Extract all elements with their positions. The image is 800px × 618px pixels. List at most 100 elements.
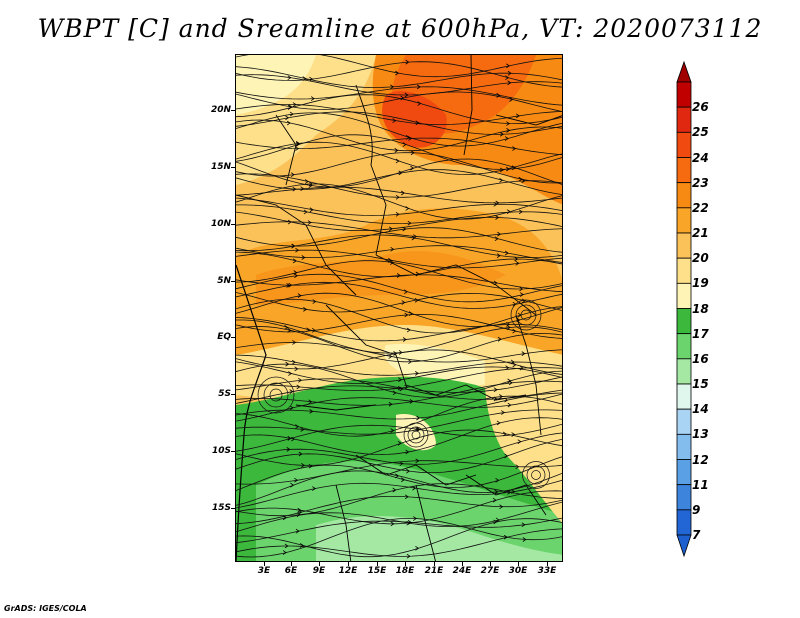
- colorbar-swatch: [676, 81, 692, 108]
- streamline-arrow: [289, 405, 294, 411]
- streamline-arrow: [512, 328, 517, 334]
- colorbar-swatch: [676, 207, 692, 234]
- streamline-arrow: [297, 293, 302, 298]
- streamline-arrow: [408, 136, 413, 141]
- lat-tick: [231, 281, 236, 282]
- streamline-arrow: [295, 247, 300, 253]
- streamline-arrow: [416, 84, 421, 90]
- streamline-arrow: [414, 297, 419, 303]
- streamline-arrow: [292, 340, 297, 345]
- lon-tick: [547, 561, 548, 566]
- streamline-arrow: [506, 325, 511, 330]
- streamline-arrow: [288, 371, 293, 376]
- streamline-arrow: [394, 148, 399, 153]
- streamline-arrow: [308, 463, 313, 469]
- streamline-arrow: [301, 255, 306, 260]
- streamline-arrow: [303, 307, 308, 312]
- streamline-arrow: [396, 273, 401, 278]
- streamline-arrow: [390, 246, 395, 252]
- streamline-arrow: [511, 432, 516, 437]
- streamline-arrow: [294, 366, 299, 372]
- streamline-arrow: [295, 528, 300, 534]
- streamline: [236, 517, 562, 544]
- streamline-arrow: [512, 362, 517, 368]
- streamline-arrow: [515, 113, 520, 119]
- colorbar-swatch: [676, 509, 692, 536]
- streamline-arrow: [405, 206, 410, 211]
- streamline-arrow: [505, 166, 510, 172]
- streamline-arrow: [410, 150, 415, 156]
- streamline-arrow: [411, 235, 416, 241]
- streamline: [236, 417, 562, 456]
- streamline: [236, 249, 562, 269]
- streamline-arrow: [415, 271, 420, 277]
- streamline-arrow: [504, 136, 509, 141]
- streamline-arrow: [289, 111, 294, 117]
- streamline-arrow: [493, 201, 498, 207]
- streamline: [236, 158, 562, 188]
- streamline-arrow: [415, 545, 420, 551]
- map-panel: [235, 54, 563, 562]
- colorbar-label: 21: [692, 226, 709, 240]
- lon-label: 30E: [508, 566, 528, 576]
- streamline-arrow: [519, 292, 524, 297]
- streamline: [236, 490, 562, 525]
- streamline-arrow: [291, 243, 296, 249]
- vortex-streamline: [407, 426, 425, 444]
- vortex-streamline: [257, 376, 295, 414]
- streamline-arrow: [287, 75, 292, 81]
- colorbar-label: 9: [692, 502, 701, 517]
- streamline-arrow: [308, 399, 313, 405]
- lon-label: 3E: [257, 566, 271, 576]
- streamline-arrow: [496, 420, 501, 426]
- streamline-arrow: [495, 517, 500, 523]
- streamline: [236, 227, 562, 253]
- streamline-arrow: [309, 207, 314, 213]
- colorbar-label: 25: [692, 125, 709, 140]
- streamline-arrow: [507, 489, 512, 495]
- streamline: [236, 137, 562, 156]
- streamline-arrow: [417, 101, 422, 106]
- streamline-arrow: [300, 186, 305, 192]
- streamline-arrow: [297, 507, 302, 513]
- credit-text: GrADS: IGES/COLA: [4, 604, 87, 613]
- colorbar-swatch: [676, 157, 692, 184]
- streamline-arrow: [516, 317, 521, 323]
- streamline-arrow: [502, 431, 507, 437]
- streamline-arrow: [403, 289, 408, 295]
- streamline: [236, 141, 562, 175]
- streamline-arrow: [309, 76, 314, 82]
- streamline-arrow: [397, 440, 402, 446]
- streamline-arrow: [504, 397, 509, 403]
- streamline-arrow: [295, 141, 300, 147]
- streamline-arrow: [304, 179, 309, 184]
- streamline-arrow: [506, 209, 511, 215]
- streamline-arrow: [404, 312, 409, 318]
- colorbar-label: 19: [692, 276, 709, 291]
- streamline: [236, 204, 562, 225]
- colorbar-swatch: [676, 383, 692, 410]
- lon-label: 18E: [395, 566, 415, 576]
- lon-label: 12E: [338, 566, 358, 576]
- streamline-arrow: [300, 427, 305, 432]
- lat-label: 15N: [210, 162, 231, 172]
- vortex-streamline: [403, 422, 429, 448]
- chart-title: WBPT [C] and Sreamline at 600hPa, VT: 20…: [37, 14, 763, 43]
- vortex-streamline: [269, 388, 283, 402]
- streamline: [236, 112, 562, 147]
- streamline-arrow: [507, 378, 512, 384]
- colorbar-swatch: [676, 308, 692, 335]
- streamline-arrow: [519, 286, 524, 292]
- colorbar-swatch: [676, 182, 692, 209]
- streamline-arrow: [398, 170, 403, 176]
- streamline-arrow: [399, 461, 404, 466]
- streamline: [236, 438, 562, 473]
- lon-label: 33E: [537, 566, 557, 576]
- streamline-arrow: [295, 424, 300, 429]
- colorbar-swatch: [676, 459, 692, 486]
- streamline-arrow: [515, 260, 520, 266]
- streamline-arrow: [292, 258, 297, 264]
- streamline-arrow: [290, 482, 295, 488]
- streamline-arrow: [506, 63, 511, 69]
- lon-tick: [434, 561, 435, 566]
